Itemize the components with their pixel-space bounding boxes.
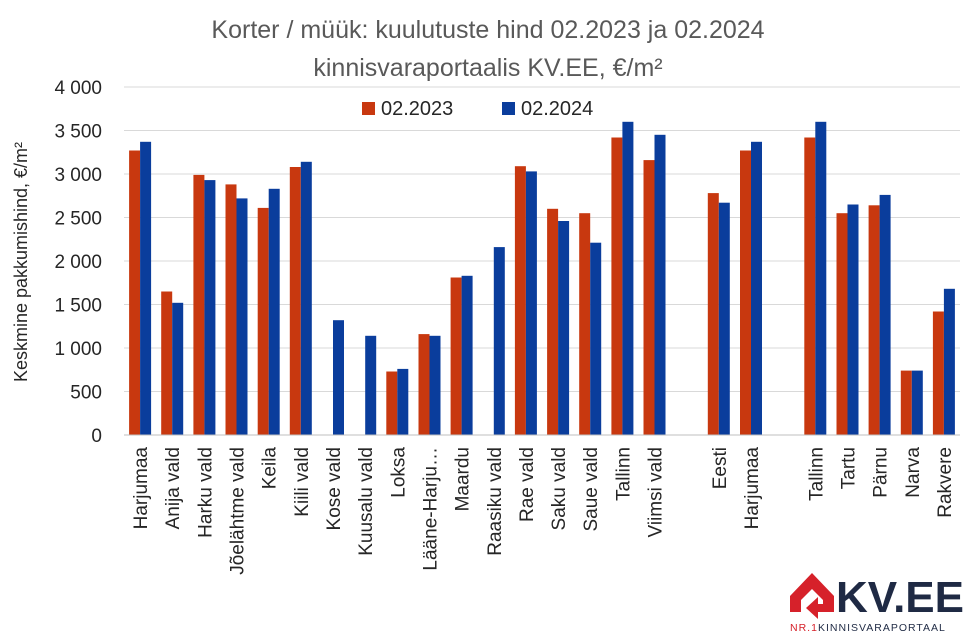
x-tick-labels: Harjumaa Anija vald Harku vald Jõelähtme va… — [131, 447, 956, 575]
bar-2024 — [397, 368, 409, 435]
bar-2024 — [365, 335, 377, 435]
x-tick-label: Kiili vald — [292, 447, 313, 517]
bar-2024 — [847, 204, 859, 435]
chart-title-line1: Korter / müük: kuulutuste hind 02.2023 j… — [211, 16, 764, 44]
y-axis-label: Keskmine pakkumishind, €/m² — [11, 142, 31, 382]
bar-2023 — [514, 166, 526, 435]
bar-2024 — [911, 370, 923, 435]
x-tick-label: Raasiku vald — [485, 447, 506, 556]
x-tick-label: Eesti — [710, 447, 731, 489]
bar-2023 — [225, 184, 237, 435]
y-tick-label: 500 — [70, 383, 102, 404]
bar-2024 — [558, 221, 570, 435]
bar-2024 — [429, 335, 441, 435]
x-tick-label: Keila — [260, 447, 281, 490]
bar-2023 — [900, 370, 912, 435]
x-tick-label: Lääne-Harju… — [421, 447, 442, 571]
y-tick-label: 0 — [91, 426, 102, 447]
bar-2023 — [450, 277, 462, 435]
y-tick-label: 3 000 — [54, 165, 102, 186]
bar-2024 — [333, 320, 344, 435]
bar-2024 — [140, 141, 152, 436]
x-tick-label: Rae vald — [517, 447, 538, 522]
house-arrow-icon — [806, 597, 826, 619]
bar-2023 — [129, 150, 141, 435]
bar-2024 — [751, 141, 762, 436]
bar-2024 — [590, 242, 602, 435]
x-tick-label: Rakvere — [935, 447, 956, 518]
bar-2024 — [879, 194, 891, 435]
bar-2023 — [643, 160, 655, 435]
y-tick-labels: 0 500 1 000 1 500 2 000 2 500 3 000 3 500 4 000 — [54, 78, 102, 447]
bars — [124, 121, 960, 436]
legend: 02.2023 02.2024 — [362, 98, 593, 120]
gridlines — [124, 86, 960, 436]
bar-2023 — [868, 205, 880, 435]
y-tick-label: 2 500 — [54, 209, 102, 230]
bar-2024 — [172, 302, 184, 435]
x-tick-label: Viimsi vald — [646, 447, 667, 537]
y-tick-label: 2 000 — [54, 252, 102, 273]
bar-2023 — [193, 174, 205, 435]
bar-2024 — [718, 202, 730, 435]
x-tick-label: Kose vald — [324, 447, 345, 530]
x-tick-label: Harku vald — [195, 447, 216, 538]
legend-label-2024: 02.2024 — [521, 98, 593, 120]
logo-prefix: NR.1 — [790, 622, 818, 634]
x-tick-label: Narva — [903, 447, 924, 498]
bar-2024 — [622, 121, 634, 436]
kv-ee-logo: KV.EE NR.1 KINNISVARAPORTAAL — [790, 573, 964, 634]
x-tick-label: Harjumaa — [742, 447, 763, 530]
x-tick-label: Pärnu — [871, 447, 892, 498]
bar-2023 — [611, 137, 623, 435]
bar-2023 — [547, 208, 559, 435]
bar-2023 — [932, 311, 944, 435]
bar-2023 — [740, 150, 751, 435]
x-tick-label: Kuusalu vald — [356, 447, 377, 556]
x-tick-label: Harjumaa — [131, 447, 152, 530]
bar-2023 — [161, 291, 173, 435]
y-tick-label: 4 000 — [54, 78, 102, 99]
y-tick-label: 3 500 — [54, 122, 102, 143]
x-tick-label: Jõelähtme vald — [228, 447, 249, 575]
chart-title-line2: kinnisvaraportaalis KV.EE, €/m² — [313, 54, 662, 82]
x-tick-label: Tallinn — [613, 447, 634, 501]
x-tick-label: Tallinn — [806, 447, 827, 501]
x-tick-label: Saku vald — [549, 447, 570, 530]
bar-2023 — [386, 371, 398, 435]
bar-2023 — [418, 334, 430, 435]
x-tick-label: Maardu — [453, 447, 474, 511]
x-tick-label: Anija vald — [163, 447, 184, 529]
x-tick-label: Tartu — [839, 447, 860, 489]
bar-2024 — [493, 247, 505, 435]
bar-2024 — [236, 198, 248, 435]
legend-swatch-2023 — [362, 102, 375, 115]
legend-swatch-2024 — [502, 102, 515, 115]
bar-2024 — [268, 188, 280, 435]
bar-2024 — [300, 161, 312, 436]
logo-text: KV.EE — [836, 573, 964, 622]
x-tick-label: Loksa — [388, 447, 409, 498]
bar-2024 — [815, 121, 827, 436]
bar-2023 — [257, 207, 269, 435]
bar-2023 — [579, 213, 591, 435]
bar-2024 — [461, 275, 473, 435]
bar-2023 — [804, 137, 816, 435]
bar-2023 — [707, 193, 719, 435]
bar-2023 — [836, 213, 848, 435]
bar-2024 — [204, 180, 216, 435]
bar-2023 — [289, 167, 301, 435]
bar-2024 — [654, 134, 666, 436]
legend-label-2023: 02.2023 — [381, 98, 453, 120]
house-logo-icon — [790, 573, 834, 612]
bar-2024 — [943, 288, 955, 435]
bar-2024 — [525, 171, 537, 435]
logo-tagline: KINNISVARAPORTAAL — [818, 622, 946, 634]
y-tick-label: 1 000 — [54, 339, 102, 360]
x-tick-label: Saue vald — [581, 447, 602, 532]
y-tick-label: 1 500 — [54, 296, 102, 317]
